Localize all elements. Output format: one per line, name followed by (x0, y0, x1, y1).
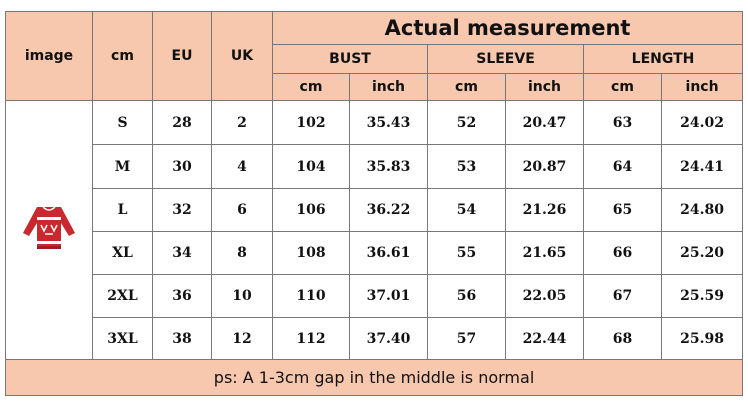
data-cell: M (92, 144, 153, 189)
data-cell: 25.98 (660, 317, 744, 360)
unit-header: cm (272, 73, 350, 101)
data-cell: 24.41 (660, 144, 744, 189)
data-cell: 4 (211, 144, 273, 189)
unit-header: inch (349, 73, 428, 101)
data-cell: 37.01 (349, 274, 428, 318)
group-header: SLEEVE (427, 44, 584, 74)
data-cell: 36 (152, 274, 212, 318)
data-cell: 63 (583, 100, 662, 145)
data-cell: 38 (152, 317, 212, 360)
table-row: 3XL 38 12 112 37.40 57 22.44 68 25.98 (6, 317, 744, 360)
data-cell: 110 (272, 274, 350, 318)
data-cell: 37.40 (349, 317, 428, 360)
data-cell: 66 (583, 231, 662, 275)
image-cell (5, 100, 93, 360)
data-cell: 32 (152, 188, 212, 232)
group-header: BUST (272, 44, 428, 74)
data-cell: 10 (211, 274, 273, 318)
header-cell: image (5, 11, 93, 101)
group-header: LENGTH (582, 44, 744, 74)
data-cell: 24.02 (660, 100, 744, 145)
data-cell: 8 (211, 231, 273, 275)
data-cell: S (92, 100, 153, 145)
data-cell: 102 (272, 100, 350, 145)
header-cell: EU (152, 11, 212, 101)
data-cell: 30 (152, 144, 212, 189)
data-cell: 112 (272, 317, 350, 360)
sweater-image (23, 206, 75, 249)
note-row: ps: A 1-3cm gap in the middle is normal (4, 359, 744, 396)
data-cell: 25.59 (660, 274, 744, 318)
data-cell: 22.05 (505, 274, 584, 318)
data-cell: 25.20 (660, 231, 744, 275)
table-row: 2XL 36 10 110 37.01 56 22.05 67 25.59 (6, 274, 744, 318)
data-cell: 53 (427, 144, 506, 189)
table-row: XL 34 8 108 36.61 55 21.65 66 25.20 (6, 231, 744, 275)
data-cell: 22.44 (505, 317, 584, 360)
data-cell: 12 (211, 317, 273, 360)
data-cell: XL (92, 231, 153, 275)
data-cell: 106 (272, 188, 350, 232)
unit-header: inch (505, 73, 584, 101)
unit-header: cm (583, 73, 662, 101)
data-cell: 21.26 (505, 188, 584, 232)
data-cell: 34 (152, 231, 212, 275)
data-cell: 20.87 (505, 144, 584, 189)
data-cell: 36.22 (349, 188, 428, 232)
data-cell: 56 (427, 274, 506, 318)
note: ps: A 1-3cm gap in the middle is normal (4, 359, 744, 396)
data-cell: L (92, 188, 153, 232)
size-table: image cm EU UK Actual measurement BUST S… (4, 11, 744, 396)
data-cell: 54 (427, 188, 506, 232)
data-cell: 108 (272, 231, 350, 275)
data-cell: 36.61 (349, 231, 428, 275)
unit-header: inch (660, 73, 744, 101)
data-cell: 24.80 (660, 188, 744, 232)
data-cell: 67 (583, 274, 662, 318)
data-cell: 65 (583, 188, 662, 232)
data-cell: 64 (583, 144, 662, 189)
table-row: L 32 6 106 36.22 54 21.26 65 24.80 (6, 188, 744, 232)
data-cell: 104 (272, 144, 350, 189)
data-cell: 2XL (92, 274, 153, 318)
data-cell: 35.43 (349, 100, 428, 145)
data-cell: 20.47 (505, 100, 584, 145)
header-cell: UK (211, 11, 273, 101)
data-cell: 57 (427, 317, 506, 360)
data-cell: 3XL (92, 317, 153, 360)
data-cell: 68 (583, 317, 662, 360)
data-cell: 55 (427, 231, 506, 275)
data-cell: 2 (211, 100, 273, 145)
data-cell: 28 (152, 100, 212, 145)
data-cell: 52 (427, 100, 506, 145)
header-title: Actual measurement (271, 11, 744, 45)
data-cell: 6 (211, 188, 273, 232)
data-cell: 21.65 (505, 231, 584, 275)
unit-header: cm (427, 73, 506, 101)
data-cell: 35.83 (349, 144, 428, 189)
header-cell: cm (92, 11, 153, 101)
table-row: S 28 2 102 35.43 52 20.47 63 24.02 (5, 100, 744, 360)
table-row: M 30 4 104 35.83 53 20.87 64 24.41 (6, 144, 744, 189)
